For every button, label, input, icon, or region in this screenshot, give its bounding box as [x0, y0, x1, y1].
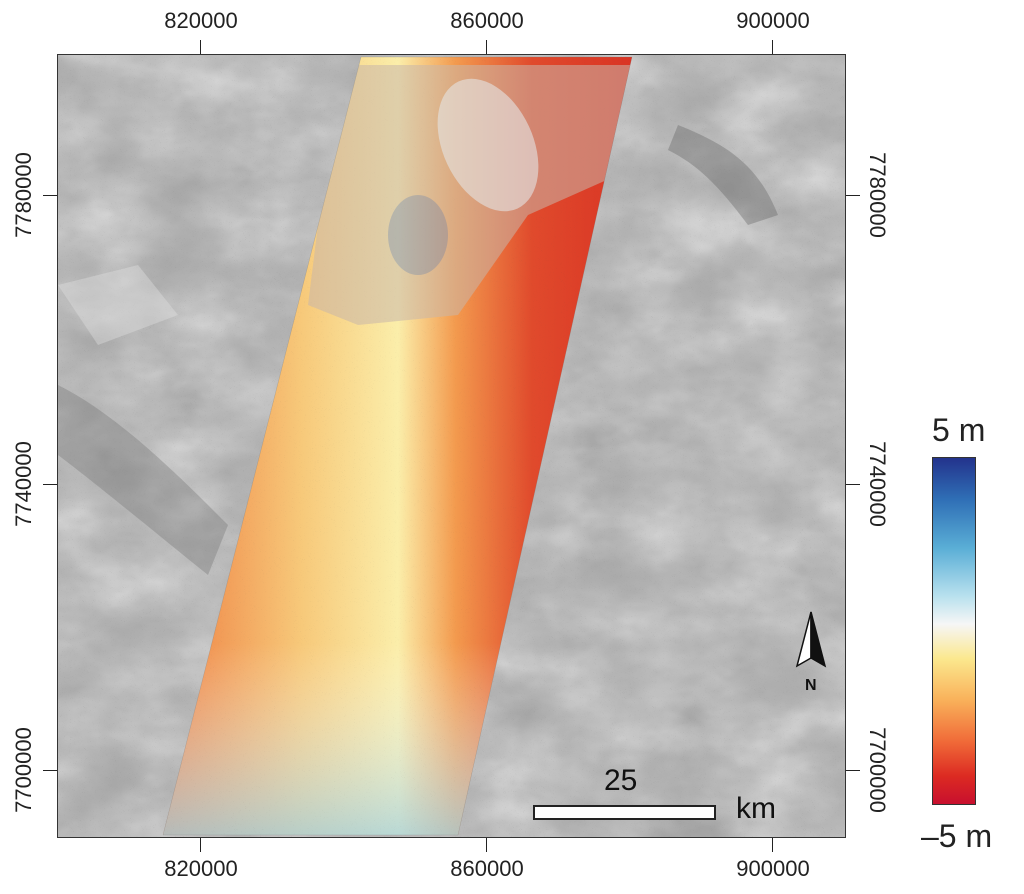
x-tick-bottom-900000: 900000	[736, 856, 810, 881]
x-tick-mark-top-1	[200, 40, 201, 54]
y-tick-right-7740000: 7740000	[865, 441, 890, 527]
y-tick-left-7700000: 7700000	[11, 727, 36, 813]
x-tick-mark-bottom-3	[772, 838, 773, 852]
x-tick-bottom-820000: 820000	[164, 856, 238, 881]
legend-min-label: –5 m	[921, 818, 993, 854]
north-arrow-icon: N	[785, 610, 829, 694]
y-tick-right-7700000: 7700000	[865, 727, 890, 813]
legend-max-label: 5 m	[932, 412, 986, 448]
y-tick-right-7780000: 7780000	[865, 152, 890, 238]
y-tick-mark-left-1	[43, 195, 57, 196]
x-tick-mark-bottom-1	[200, 838, 201, 852]
x-tick-bottom-860000: 860000	[450, 856, 524, 881]
scale-bar	[533, 805, 716, 820]
x-tick-mark-bottom-2	[486, 838, 487, 852]
y-tick-left-7780000: 7780000	[11, 152, 36, 238]
y-tick-mark-left-2	[43, 484, 57, 485]
x-tick-mark-top-3	[772, 40, 773, 54]
y-tick-mark-right-3	[846, 770, 860, 771]
y-tick-left-7740000: 7740000	[11, 441, 36, 527]
scale-bar-unit: km	[736, 792, 776, 825]
y-tick-mark-left-3	[43, 770, 57, 771]
y-tick-mark-right-1	[846, 195, 860, 196]
x-tick-top-860000: 860000	[450, 8, 524, 33]
scale-bar-value: 25	[604, 764, 638, 797]
x-tick-top-820000: 820000	[164, 8, 238, 33]
y-tick-mark-right-2	[846, 484, 860, 485]
legend-colorbar	[932, 457, 976, 805]
x-tick-mark-top-2	[486, 40, 487, 54]
x-tick-top-900000: 900000	[736, 8, 810, 33]
map-frame	[57, 54, 846, 838]
north-arrow-label: N	[805, 677, 817, 692]
map-image	[58, 55, 845, 837]
